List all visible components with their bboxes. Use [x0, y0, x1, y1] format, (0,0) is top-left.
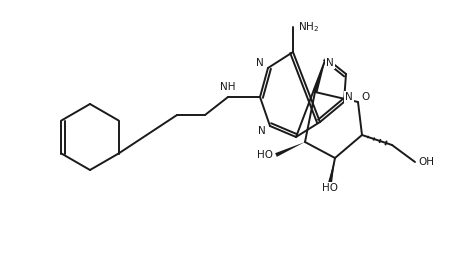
Text: N: N — [256, 58, 263, 68]
Text: N: N — [344, 92, 352, 102]
Polygon shape — [327, 158, 334, 183]
Polygon shape — [312, 58, 325, 93]
Text: NH$_2$: NH$_2$ — [298, 20, 318, 34]
Text: O: O — [361, 92, 369, 102]
Text: HO: HO — [321, 183, 337, 193]
Text: OH: OH — [417, 157, 433, 167]
Polygon shape — [274, 142, 304, 157]
Text: N: N — [325, 58, 333, 68]
Text: HO: HO — [257, 150, 273, 160]
Text: NH: NH — [220, 82, 235, 92]
Text: N: N — [258, 126, 265, 136]
